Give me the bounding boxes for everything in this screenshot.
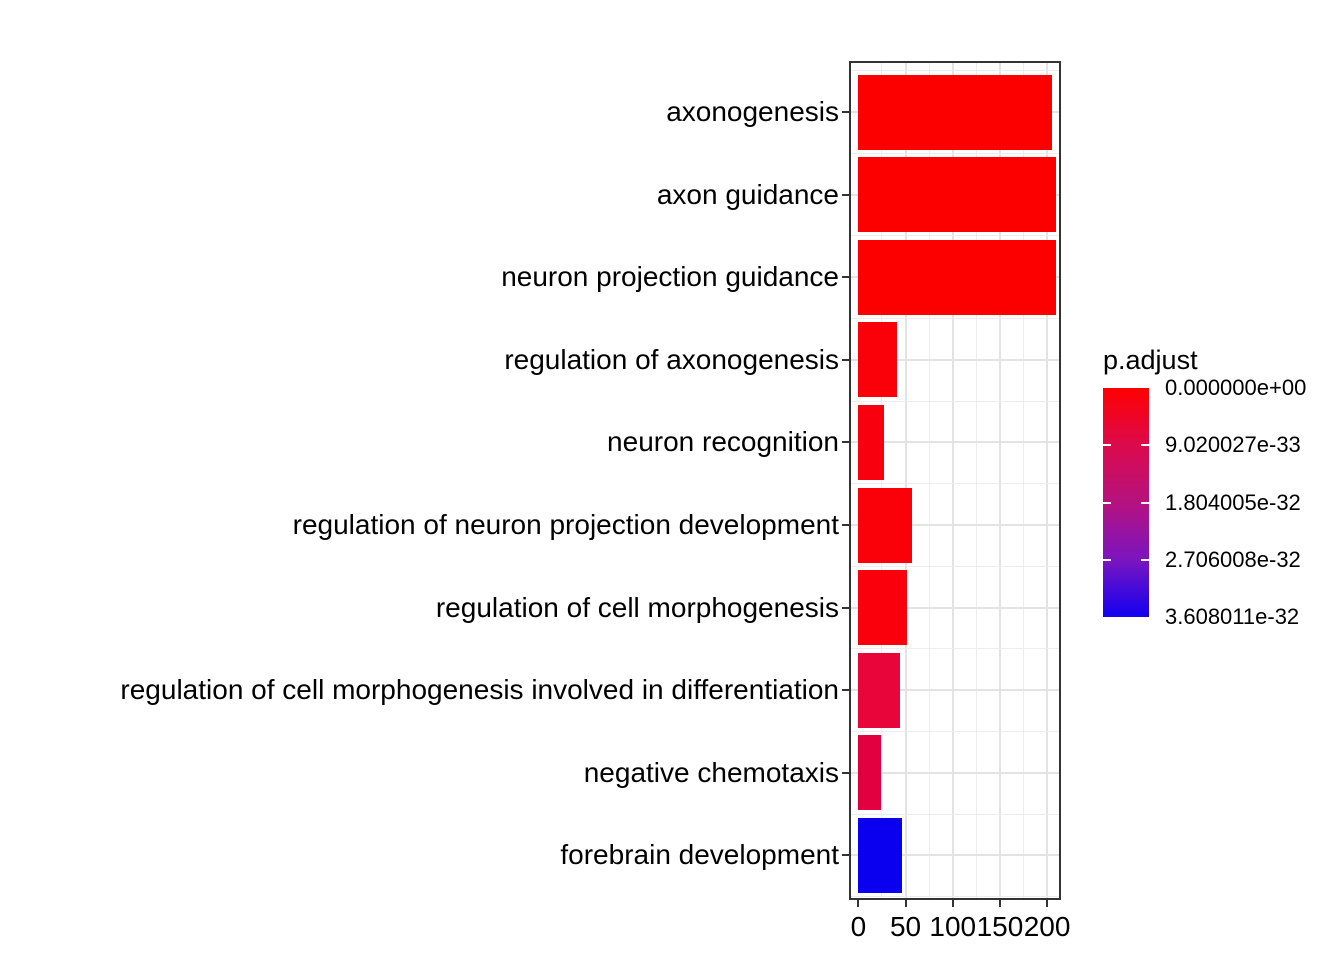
legend-tick-label: 1.804005e-32 <box>1165 489 1301 515</box>
minor-gridline <box>851 896 1059 898</box>
bar <box>858 817 902 893</box>
colorbar-tick <box>1141 558 1149 561</box>
y-tick <box>842 441 851 444</box>
colorbar-tick <box>1103 558 1111 561</box>
x-tick-label: 50 <box>889 911 922 942</box>
y-tick <box>842 111 851 113</box>
y-tick <box>842 358 851 361</box>
minor-gridline <box>851 70 1059 72</box>
major-gridline <box>851 524 1059 526</box>
y-tick <box>842 276 851 279</box>
x-tick-label: 100 <box>929 911 977 942</box>
minor-gridline <box>851 318 1059 319</box>
major-gridline <box>904 63 907 898</box>
x-tick <box>1046 898 1049 907</box>
legend-tick-label: 0.000000e+00 <box>1165 375 1307 400</box>
bar <box>858 322 898 398</box>
legend-tick-label: 2.706008e-32 <box>1165 546 1301 572</box>
x-tick <box>951 898 954 907</box>
major-gridline <box>851 606 1059 609</box>
x-tick-label: 200 <box>1023 911 1071 942</box>
y-tick <box>842 606 851 609</box>
category-label: forebrain development <box>560 839 839 871</box>
category-label: negative chemotaxis <box>583 756 839 788</box>
major-gridline <box>851 358 1059 361</box>
plot-panel <box>849 61 1061 900</box>
y-tick <box>842 854 851 857</box>
category-label: axon guidance <box>656 178 839 210</box>
major-gridline <box>851 771 1059 774</box>
bar <box>858 570 908 646</box>
legend-colorbar <box>1103 388 1149 617</box>
category-label: regulation of cell morphogenesis <box>435 591 839 623</box>
category-label: neuron recognition <box>607 426 839 458</box>
minor-gridline <box>881 63 883 898</box>
minor-gridline <box>851 648 1059 650</box>
x-tick-label: 150 <box>976 911 1024 942</box>
category-label: regulation of axonogenesis <box>504 343 839 375</box>
minor-gridline <box>851 235 1059 237</box>
minor-gridline <box>928 63 930 898</box>
minor-gridline <box>851 813 1059 815</box>
major-gridline <box>851 689 1059 692</box>
y-tick <box>842 524 851 526</box>
major-gridline <box>951 63 954 898</box>
colorbar-tick <box>1103 501 1111 504</box>
colorbar-tick <box>1103 444 1111 447</box>
y-tick <box>842 771 851 774</box>
x-tick-label: 0 <box>850 911 867 942</box>
bar <box>858 735 881 811</box>
x-tick <box>998 898 1001 907</box>
legend-tick-label: 3.608011e-32 <box>1165 604 1300 629</box>
minor-gridline <box>851 152 1059 154</box>
bar <box>858 239 1056 315</box>
bar <box>858 487 913 563</box>
bar <box>858 157 1056 233</box>
minor-gridline <box>851 731 1059 732</box>
x-tick <box>904 898 907 907</box>
minor-gridline <box>975 63 977 898</box>
bar <box>858 652 900 728</box>
minor-gridline <box>851 483 1059 485</box>
minor-gridline <box>851 565 1059 567</box>
legend-tick-label: 9.020027e-33 <box>1165 432 1301 458</box>
major-gridline <box>851 441 1059 444</box>
y-tick <box>842 193 851 196</box>
category-label: neuron projection guidance <box>501 261 839 293</box>
major-gridline <box>1046 63 1049 898</box>
major-gridline <box>998 63 1001 898</box>
x-tick <box>857 898 860 907</box>
category-label: regulation of cell morphogenesis involve… <box>120 674 839 706</box>
y-tick <box>842 689 851 692</box>
bar <box>858 404 884 480</box>
category-label: regulation of neuron projection developm… <box>292 509 839 540</box>
bar <box>858 74 1052 150</box>
minor-gridline <box>851 400 1059 402</box>
colorbar-tick <box>1141 444 1149 447</box>
colorbar-tick <box>1141 501 1149 504</box>
major-gridline <box>851 854 1059 857</box>
legend: p.adjust 0.000000e+00 9.020027e-33 1.80400… <box>1103 345 1343 645</box>
category-label: axonogenesis <box>666 96 839 127</box>
minor-gridline <box>1023 63 1024 898</box>
legend-title: p.adjust <box>1103 345 1198 375</box>
